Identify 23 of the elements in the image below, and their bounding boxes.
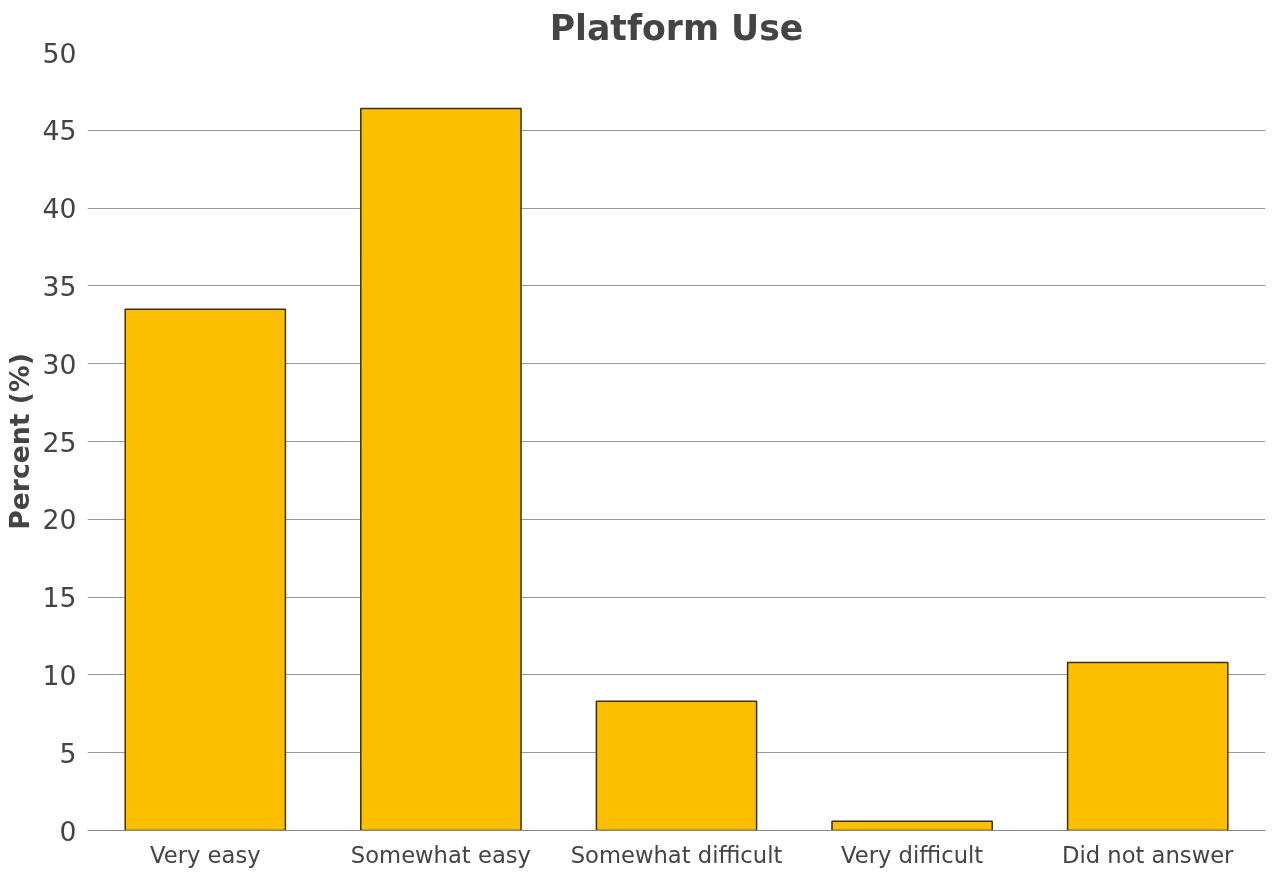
y-tick-label: 25 [42,426,77,458]
y-tick-label: 50 [42,37,77,69]
bar [831,820,993,831]
y-tick-label: 35 [42,270,77,302]
x-tick-label: Very difficult [841,841,984,868]
y-tick-label: 20 [42,504,77,536]
y-tick-label: 5 [59,737,77,769]
bar [595,700,758,831]
chart-title: Platform Use [549,7,804,48]
bar [1066,661,1229,831]
y-tick-label: 30 [42,348,77,380]
x-tick-label: Somewhat easy [350,841,531,868]
bar [124,308,287,831]
x-tick-label: Did not answer [1061,841,1235,868]
y-tick-label: 40 [42,193,77,225]
x-tick-label: Very easy [149,841,261,868]
y-tick-label: 0 [59,815,77,847]
y-tick-label: 10 [42,659,77,691]
y-tick-label: 45 [42,115,77,147]
y-tick-label: 15 [42,582,77,614]
y-axis-title: Percent (%) [3,353,35,530]
x-tick-label: Somewhat difficult [570,841,783,868]
bar [360,107,522,831]
